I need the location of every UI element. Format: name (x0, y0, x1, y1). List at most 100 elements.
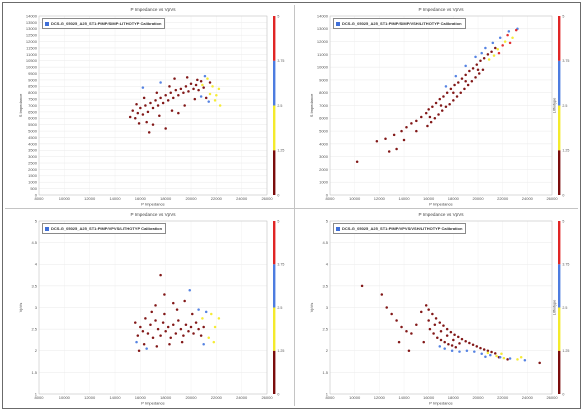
data-point (150, 310, 153, 314)
data-point (154, 319, 157, 322)
data-point (437, 113, 440, 116)
data-point (146, 332, 150, 335)
data-point (428, 327, 432, 331)
data-point (395, 147, 398, 151)
y-tick-label: 9000 (28, 77, 38, 82)
data-point (218, 104, 222, 107)
colorbar-tick-label: 1.25 (277, 349, 284, 353)
data-point (207, 100, 210, 103)
legend-swatch (336, 21, 340, 26)
data-point (395, 319, 398, 322)
x-axis-label: P Impedance (141, 401, 165, 406)
data-point (523, 359, 527, 362)
data-point (458, 350, 461, 353)
data-point (471, 343, 475, 346)
data-point (482, 348, 486, 351)
colorbar-segment (273, 16, 276, 61)
data-point (449, 87, 453, 91)
plot-area (38, 220, 268, 395)
data-point (179, 87, 183, 91)
x-tick-label: 10000 (59, 395, 71, 400)
chart-title: P Impedance vs VpVs (418, 212, 464, 217)
legend-label: DCS-G_05025_A25_ST1:PIMP/SIMP/VSH/LITHOT… (342, 21, 462, 26)
y-tick-label: 11000 (317, 52, 329, 57)
data-point (455, 95, 459, 98)
data-point (484, 46, 487, 50)
data-point (175, 308, 179, 311)
y-tick-label: 4.5 (31, 240, 37, 245)
data-point (192, 87, 195, 91)
data-point (468, 341, 471, 345)
y-tick-label: 8000 (28, 90, 38, 95)
x-tick-label: 16000 (135, 395, 147, 400)
data-point (202, 86, 205, 89)
data-point (151, 336, 155, 340)
data-point (501, 44, 504, 47)
data-point (452, 99, 455, 102)
y-tick-label: 11500 (26, 45, 38, 50)
data-point (159, 273, 162, 277)
data-point (516, 358, 519, 361)
y-tick-label: 5500 (28, 122, 38, 127)
colorbar-label: Lithotype (553, 300, 557, 315)
data-point (457, 81, 460, 84)
data-point (424, 111, 428, 115)
data-point (142, 343, 146, 346)
x-tick-label: 16000 (423, 395, 435, 400)
crossplot-top-right[interactable]: P Impedance vs VpVs 0 1000 2000 3000 4000 5000… (296, 5, 578, 207)
crossplot-bottom-left[interactable]: P Impedance vs VpVs 1 1.5 2 2.5 3 3.5 4 4.5 5 8000… (5, 210, 293, 406)
y-tick-label: 3000 (319, 154, 329, 159)
data-point (187, 330, 190, 333)
data-point (149, 101, 152, 105)
data-point (184, 85, 188, 88)
y-tick-label: 2000 (319, 167, 329, 172)
colorbar-tick-label: 0 (277, 392, 279, 396)
data-point (154, 304, 157, 307)
data-point (156, 327, 160, 331)
crossplot-bottom-right[interactable]: P Impedance vs VpVs 1 1.5 2 2.5 3 3.5 4 4.5 5 8000… (296, 210, 578, 406)
data-point (134, 117, 137, 120)
data-point (457, 335, 460, 339)
data-point (463, 87, 466, 91)
data-point (496, 47, 499, 51)
x-tick-label: 18000 (448, 196, 460, 201)
data-point (489, 353, 492, 357)
colorbar-tick-label: 2.5 (562, 104, 567, 108)
data-point (402, 138, 406, 142)
data-point (173, 77, 176, 80)
colorbar-segment (558, 350, 561, 394)
x-axis-label: P Impedance (141, 202, 165, 207)
y-tick-label: 6000 (319, 116, 329, 121)
colorbar-tick-label: 3.75 (562, 263, 569, 267)
data-point (203, 74, 207, 78)
data-point (445, 327, 449, 331)
data-point (447, 343, 450, 346)
data-point (400, 325, 403, 329)
colorbar-tick-label: 2.5 (277, 306, 282, 310)
data-point (180, 340, 184, 344)
y-tick-label: 4 (326, 262, 329, 267)
data-point (486, 351, 490, 355)
data-point (433, 323, 437, 327)
x-tick-label: 14000 (398, 395, 410, 400)
crossplot-top-left[interactable]: P Impedance vs VpVs 0 500 1000 1500 2000 2500 3… (5, 5, 293, 207)
data-point (155, 91, 159, 94)
x-tick-label: 12000 (374, 395, 386, 400)
data-point (215, 94, 218, 97)
data-point (141, 330, 145, 333)
x-tick-label: 18000 (160, 395, 172, 400)
x-axis-label: P Impedance (429, 202, 453, 207)
data-point (480, 51, 483, 55)
data-point (217, 87, 221, 91)
data-point (144, 317, 147, 320)
data-point (170, 109, 174, 112)
chart-svg: P Impedance vs VpVs 1 1.5 2 2.5 3 3.5 4 4.5 5 8000… (309, 212, 569, 406)
data-point (204, 310, 208, 314)
data-point (442, 324, 445, 327)
data-point (213, 325, 217, 329)
data-point (439, 338, 443, 342)
y-axis-label: VpVs (309, 303, 314, 313)
data-point (183, 104, 186, 107)
data-point (438, 321, 442, 324)
data-point (465, 349, 469, 352)
